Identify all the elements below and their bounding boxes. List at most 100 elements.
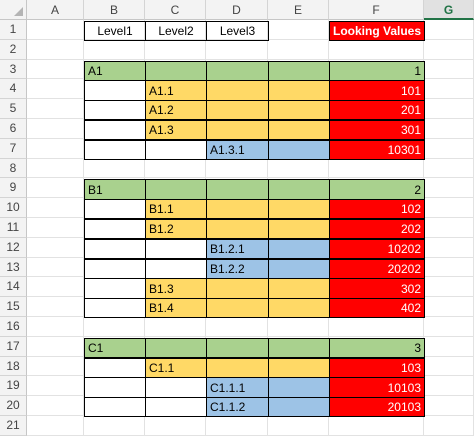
cell-e20[interactable] <box>268 397 330 418</box>
cell-c14[interactable]: B1.3 <box>145 278 207 299</box>
cell-e11[interactable] <box>268 219 330 240</box>
cell-d13[interactable]: B1.2.2 <box>206 258 269 279</box>
cell-f12[interactable]: 10202 <box>329 238 425 260</box>
cell-c4[interactable]: A1.1 <box>145 80 207 101</box>
cell-d5[interactable] <box>206 100 269 121</box>
cell-c9[interactable] <box>145 179 207 200</box>
cell-e19[interactable] <box>268 377 330 398</box>
cell-d12[interactable]: B1.2.1 <box>206 238 269 260</box>
cell-e5[interactable] <box>268 100 330 121</box>
cell-e15[interactable] <box>268 298 330 319</box>
cell-d17[interactable] <box>206 337 269 359</box>
column-header-f[interactable]: F <box>329 0 424 20</box>
cell-e9[interactable] <box>268 179 330 200</box>
column-header-d[interactable]: D <box>206 0 268 20</box>
cell-e12[interactable] <box>268 238 330 260</box>
cell-e18[interactable] <box>268 357 330 378</box>
row-header-7[interactable]: 7 <box>0 138 27 159</box>
row-header-12[interactable]: 12 <box>0 237 27 258</box>
cell-d7[interactable]: A1.3.1 <box>206 139 269 161</box>
cell-b20[interactable] <box>84 397 146 418</box>
cell-d20[interactable]: C1.1.2 <box>206 397 269 418</box>
row-header-5[interactable]: 5 <box>0 99 27 119</box>
cell-c12[interactable] <box>145 238 207 260</box>
cell-d10[interactable] <box>206 199 269 220</box>
cell-b7[interactable] <box>84 139 146 161</box>
cell-f5[interactable]: 201 <box>329 100 425 121</box>
row-header-9[interactable]: 9 <box>0 178 27 199</box>
cell-d19[interactable]: C1.1.1 <box>206 377 269 398</box>
cell-c18[interactable]: C1.1 <box>145 357 207 378</box>
cell-f15[interactable]: 402 <box>329 298 425 319</box>
cell-b18[interactable] <box>84 357 146 378</box>
cell-d3[interactable] <box>206 60 269 81</box>
column-header-a[interactable]: A <box>27 0 84 20</box>
cell-b13[interactable] <box>84 258 146 279</box>
cell-c17[interactable] <box>145 337 207 359</box>
cell-b3[interactable]: A1 <box>84 60 146 81</box>
column-header-e[interactable]: E <box>268 0 329 20</box>
header-level2-cell[interactable]: Level2 <box>145 21 207 42</box>
cell-e17[interactable] <box>268 337 330 359</box>
cell-f20[interactable]: 20103 <box>329 397 425 418</box>
cell-e14[interactable] <box>268 278 330 299</box>
row-header-21[interactable]: 21 <box>0 416 27 436</box>
cell-d9[interactable] <box>206 179 269 200</box>
cell-f6[interactable]: 301 <box>329 120 425 141</box>
cell-b11[interactable] <box>84 219 146 240</box>
cell-e3[interactable] <box>268 60 330 81</box>
cell-e10[interactable] <box>268 199 330 220</box>
cell-c20[interactable] <box>145 397 207 418</box>
cell-b12[interactable] <box>84 238 146 260</box>
cell-d18[interactable] <box>206 357 269 378</box>
cell-f11[interactable]: 202 <box>329 219 425 240</box>
cell-b10[interactable] <box>84 199 146 220</box>
row-header-16[interactable]: 16 <box>0 317 27 337</box>
row-header-18[interactable]: 18 <box>0 356 27 377</box>
cell-d14[interactable] <box>206 278 269 299</box>
cell-e13[interactable] <box>268 258 330 279</box>
cell-b6[interactable] <box>84 120 146 141</box>
cell-d15[interactable] <box>206 298 269 319</box>
cell-e4[interactable] <box>268 80 330 101</box>
cell-c5[interactable]: A1.2 <box>145 100 207 121</box>
cell-d4[interactable] <box>206 80 269 101</box>
row-header-6[interactable]: 6 <box>0 119 27 139</box>
column-header-g[interactable]: G <box>424 0 474 20</box>
row-header-19[interactable]: 19 <box>0 376 27 397</box>
cell-b5[interactable] <box>84 100 146 121</box>
cell-b19[interactable] <box>84 377 146 398</box>
cell-c15[interactable]: B1.4 <box>145 298 207 319</box>
header-level3-cell[interactable]: Level3 <box>206 21 269 42</box>
cell-f10[interactable]: 102 <box>329 199 425 220</box>
row-header-4[interactable]: 4 <box>0 79 27 100</box>
cell-f17[interactable]: 3 <box>329 337 425 359</box>
row-header-1[interactable]: 1 <box>0 20 27 40</box>
cell-c11[interactable]: B1.2 <box>145 219 207 240</box>
cell-f13[interactable]: 20202 <box>329 258 425 279</box>
row-header-15[interactable]: 15 <box>0 297 27 317</box>
cell-f18[interactable]: 103 <box>329 357 425 378</box>
cell-f4[interactable]: 101 <box>329 80 425 101</box>
cell-c10[interactable]: B1.1 <box>145 199 207 220</box>
cell-b4[interactable] <box>84 80 146 101</box>
cell-c3[interactable] <box>145 60 207 81</box>
row-header-14[interactable]: 14 <box>0 277 27 298</box>
cell-b14[interactable] <box>84 278 146 299</box>
header-level1-cell[interactable]: Level1 <box>84 21 146 42</box>
cell-d6[interactable] <box>206 120 269 141</box>
row-header-17[interactable]: 17 <box>0 336 27 357</box>
row-header-2[interactable]: 2 <box>0 39 27 60</box>
row-header-20[interactable]: 20 <box>0 396 27 416</box>
select-all-corner[interactable] <box>0 0 27 20</box>
cell-f9[interactable]: 2 <box>329 179 425 200</box>
cell-c13[interactable] <box>145 258 207 279</box>
row-header-10[interactable]: 10 <box>0 198 27 218</box>
cell-f19[interactable]: 10103 <box>329 377 425 398</box>
row-header-11[interactable]: 11 <box>0 218 27 238</box>
cell-e6[interactable] <box>268 120 330 141</box>
row-header-3[interactable]: 3 <box>0 59 27 80</box>
cell-b9[interactable]: B1 <box>84 179 146 200</box>
header-looking-values-cell[interactable]: Looking Values <box>329 21 425 42</box>
